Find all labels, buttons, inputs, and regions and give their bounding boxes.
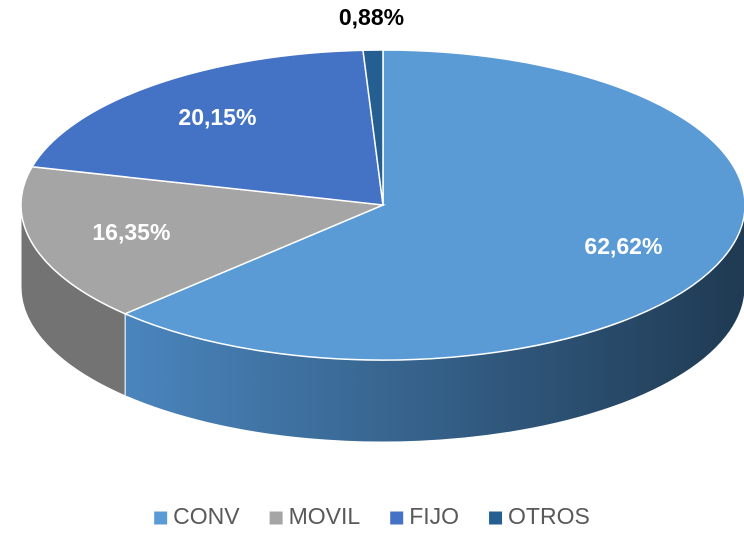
slice xyxy=(30,49,384,206)
value-label: 62,62% xyxy=(584,233,662,259)
legend-label: FIJO xyxy=(409,503,459,529)
value-label: 16,35% xyxy=(92,219,170,245)
legend-label: OTROS xyxy=(508,503,590,529)
legend-swatch xyxy=(154,511,168,525)
value-label: 0,88% xyxy=(339,4,404,30)
value-label: 20,15% xyxy=(178,104,256,130)
slice xyxy=(123,49,744,361)
legend-swatch xyxy=(390,511,404,525)
legend-label: CONV xyxy=(173,503,240,529)
legend-swatch xyxy=(489,511,503,525)
slice xyxy=(362,49,384,206)
slice xyxy=(20,165,386,315)
legend-label: MOVIL xyxy=(289,503,361,529)
legend-swatch xyxy=(269,511,283,525)
